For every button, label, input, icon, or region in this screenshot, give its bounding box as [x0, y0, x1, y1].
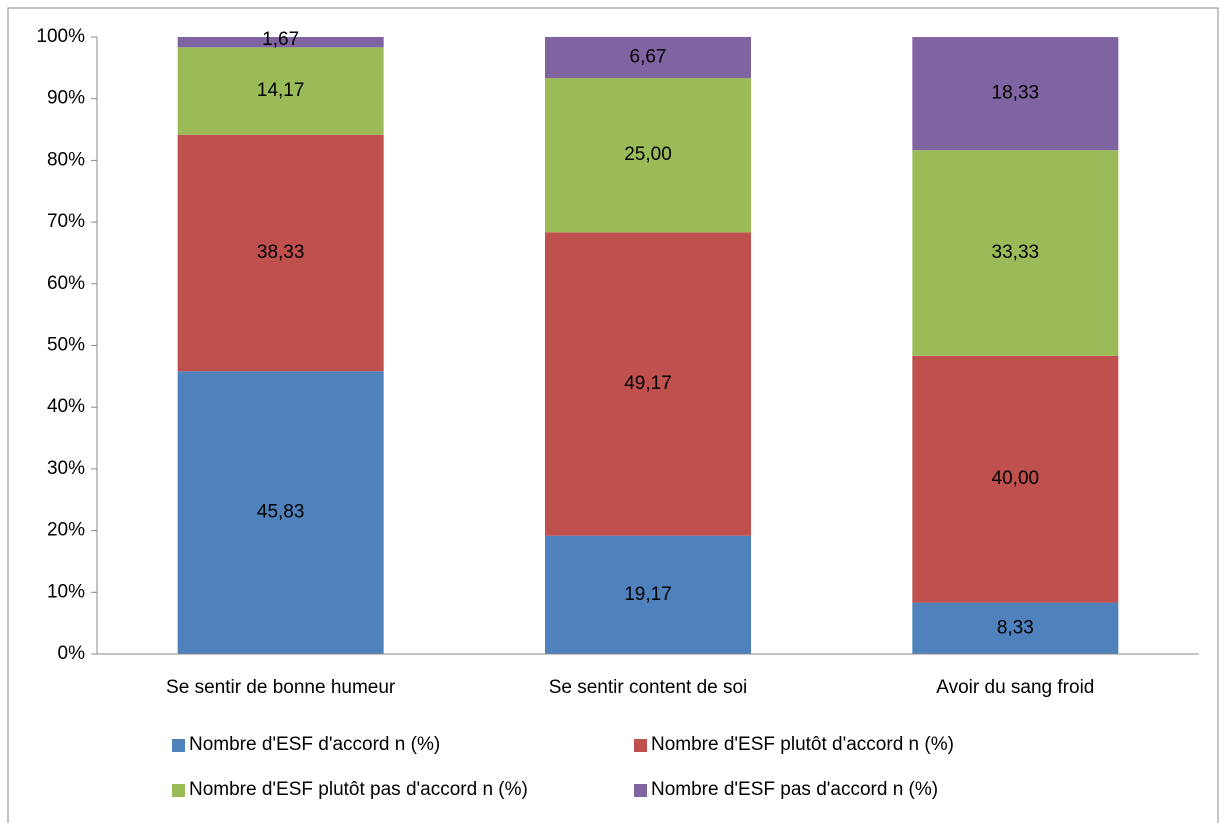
- data-label: 14,17: [257, 80, 305, 101]
- data-label: 25,00: [624, 144, 672, 165]
- bar-segment: [545, 78, 751, 233]
- data-label: 6,67: [630, 47, 667, 68]
- legend-swatch: [172, 739, 185, 752]
- bar-segment: [912, 37, 1119, 151]
- data-label: 1,67: [262, 29, 299, 50]
- bar-segment: [177, 47, 384, 135]
- y-tick-label: 50%: [47, 335, 85, 356]
- x-tick-label: Se sentir content de soi: [549, 677, 748, 698]
- y-tick-label: 0%: [58, 643, 86, 664]
- bar-segment: [545, 36, 751, 79]
- y-tick-label: 60%: [47, 273, 85, 294]
- y-tick-label: 20%: [47, 520, 85, 541]
- y-tick-label: 100%: [36, 26, 85, 47]
- data-label: 33,33: [992, 242, 1040, 263]
- legend-swatch: [634, 784, 647, 797]
- bar-segment: [177, 37, 384, 48]
- legend-swatch: [634, 739, 647, 752]
- bar-segment: [545, 232, 751, 536]
- y-tick-label: 90%: [47, 88, 85, 109]
- legend-label: Nombre d'ESF plutôt pas d'accord n (%): [189, 779, 528, 800]
- bar-segment: [177, 371, 384, 654]
- y-tick-label: 70%: [47, 211, 85, 232]
- data-label: 49,17: [624, 373, 672, 394]
- legend-label: Nombre d'ESF d'accord n (%): [189, 734, 440, 755]
- data-label: 45,83: [257, 502, 305, 523]
- data-label: 19,17: [624, 584, 672, 605]
- bar-segment: [177, 134, 384, 372]
- data-label: 8,33: [997, 617, 1034, 638]
- bar-segment: [912, 355, 1119, 603]
- y-tick-label: 40%: [47, 396, 85, 417]
- legend-label: Nombre d'ESF plutôt d'accord n (%): [651, 734, 954, 755]
- data-label: 40,00: [992, 468, 1040, 489]
- bar-segment: [545, 535, 751, 654]
- data-label: 18,33: [992, 83, 1040, 104]
- bar-segment: [912, 150, 1119, 356]
- legend-swatch: [172, 784, 185, 797]
- bar-segment: [912, 602, 1119, 654]
- y-tick-label: 30%: [47, 458, 85, 479]
- x-tick-label: Avoir du sang froid: [936, 677, 1094, 698]
- data-label: 38,33: [257, 242, 305, 263]
- y-tick-label: 80%: [47, 149, 85, 170]
- legend-label: Nombre d'ESF pas d'accord n (%): [651, 779, 938, 800]
- y-tick-label: 10%: [47, 581, 85, 602]
- x-tick-label: Se sentir de bonne humeur: [166, 677, 396, 698]
